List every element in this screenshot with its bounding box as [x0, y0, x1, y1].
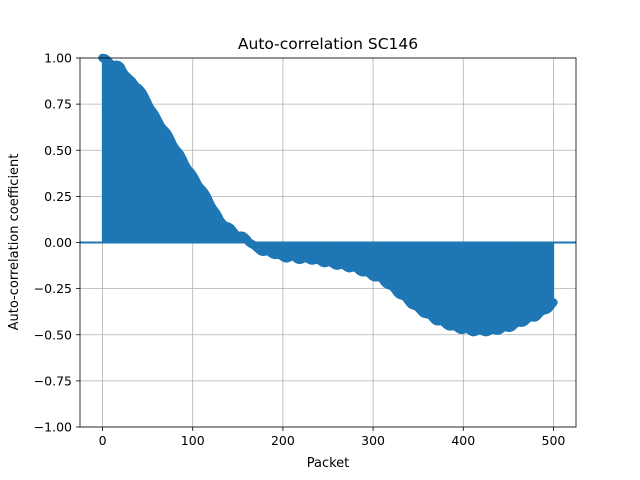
y-tick-label: 0.00 [44, 235, 72, 250]
stem-marker [549, 298, 558, 307]
stem-markers [98, 53, 558, 337]
x-tick-label: 200 [271, 433, 295, 448]
y-tick-label: 0.25 [44, 189, 72, 204]
x-axis: 0 100 200 300 400 500 [99, 427, 566, 448]
y-tick-label: −0.25 [34, 281, 72, 296]
y-tick-label: −0.50 [34, 327, 72, 342]
y-tick-label: 1.00 [44, 51, 72, 66]
chart-title: Auto-correlation SC146 [238, 35, 418, 53]
x-tick-label: 0 [99, 433, 107, 448]
x-tick-label: 300 [361, 433, 385, 448]
y-tick-label: −0.75 [34, 373, 72, 388]
y-tick-label: 0.50 [44, 143, 72, 158]
x-tick-label: 500 [542, 433, 566, 448]
x-tick-label: 100 [181, 433, 205, 448]
y-tick-label: −1.00 [34, 420, 72, 435]
y-axis: −1.00 −0.75 −0.50 −0.25 0.00 0.25 0.50 0.75 1.00 [34, 51, 80, 435]
y-tick-label: 0.75 [44, 97, 72, 112]
x-tick-label: 400 [451, 433, 475, 448]
y-axis-label: Auto-correlation coefficient [7, 154, 22, 331]
x-axis-label: Packet [307, 456, 350, 471]
